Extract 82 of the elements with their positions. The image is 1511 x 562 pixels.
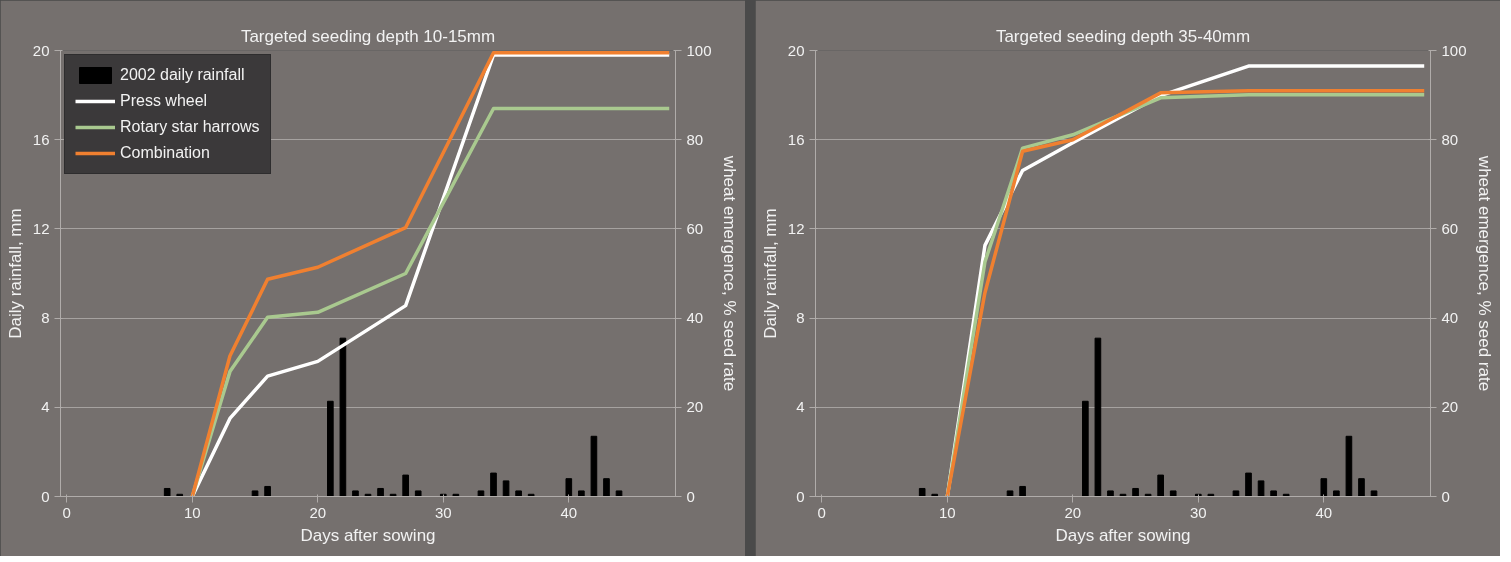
bar [414,490,422,497]
y2-tick-label: 80 [1441,130,1459,148]
y2-tick-label: 60 [686,219,704,237]
x-tick-label: 20 [309,503,327,521]
bar [339,337,347,497]
legend-label: Press wheel [120,92,208,110]
x-tick-label: 10 [938,503,956,521]
bar [1169,490,1177,497]
bar [603,478,610,497]
y2-tick-label: 0 [686,487,695,505]
bar [1257,480,1265,497]
y-tick-label: 20 [32,41,50,59]
bar [163,487,171,497]
x-tick-label: 10 [183,503,201,521]
y-tick-label: 8 [41,309,50,327]
bar [1082,400,1089,497]
y-tick-label: 16 [32,130,50,148]
y-tick-label: 4 [796,398,805,416]
chart-title: Targeted seeding depth 10-15mm [240,26,496,46]
bar [515,490,522,497]
y-tick-label: 20 [787,41,805,59]
x-axis-title: Days after sowing [1055,525,1191,545]
legend-label: Combination [120,144,210,162]
y2-tick-label: 60 [1441,219,1459,237]
y2-tick-label: 100 [686,41,712,59]
y2-tick-label: 40 [1441,309,1459,327]
chart-title: Targeted seeding depth 35-40mm [995,26,1251,46]
x-tick-label: 30 [434,503,452,521]
x-tick-label: 40 [1315,503,1333,521]
bar [1232,490,1240,497]
bar [1370,490,1378,497]
bar [1333,490,1340,497]
bar [327,400,334,497]
bar [615,490,623,497]
x-axis-title: Days after sowing [300,525,436,545]
y2-tick-label: 100 [1441,41,1467,59]
bar [918,487,926,497]
y-tick-label: 12 [787,219,805,237]
bar [1107,490,1114,497]
bar [1320,478,1328,497]
bar [502,480,510,497]
bar [1345,435,1353,497]
bar [1157,474,1164,497]
legend-label: Rotary star harrows [120,118,260,136]
y2-tick-label: 40 [686,309,704,327]
x-tick-label: 30 [1189,503,1207,521]
bar [264,485,271,497]
y-tick-label: 0 [796,487,805,505]
bar [1006,490,1014,497]
y-tick-label: 12 [32,219,50,237]
y2-tick-label: 20 [686,398,704,416]
y-tick-label: 8 [796,309,805,327]
bar [565,478,573,497]
y-axis-title: Daily rainfall, mm [5,208,25,339]
bar [590,435,598,497]
x-tick-label: 40 [560,503,578,521]
bar [578,490,585,497]
bar [1019,485,1026,497]
bar [1132,487,1139,497]
y-axis-title: Daily rainfall, mm [760,208,780,339]
bar [1094,337,1102,497]
bar [477,490,485,497]
bar [1270,490,1277,497]
x-tick-label: 0 [817,503,826,521]
x-tick-label: 20 [1064,503,1082,521]
y2-tick-label: 80 [686,130,704,148]
x-tick-label: 0 [62,503,71,521]
bar [1245,472,1252,497]
y2-tick-label: 20 [1441,398,1459,416]
bar [377,487,384,497]
bar [402,474,409,497]
y2-axis-title: wheat emergence, % seed rate [1474,154,1494,392]
y-tick-label: 0 [41,487,50,505]
y2-axis-title: wheat emergence, % seed rate [719,154,739,392]
bar [251,490,259,497]
legend-label: 2002 daily rainfall [120,66,245,84]
y-tick-label: 16 [787,130,805,148]
bar [352,490,359,497]
y-tick-label: 4 [41,398,50,416]
bar [1358,478,1365,497]
y2-tick-label: 0 [1441,487,1450,505]
bar [490,472,497,497]
